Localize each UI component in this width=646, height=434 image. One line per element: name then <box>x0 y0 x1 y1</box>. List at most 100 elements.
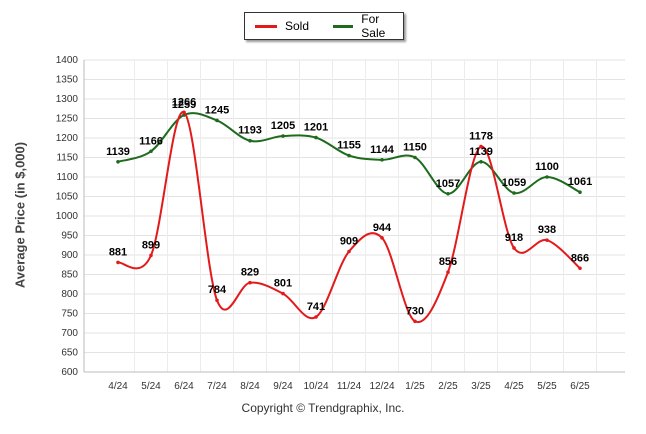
data-label-for-sale: 1155 <box>337 140 361 152</box>
copyright-footer: Copyright © Trendgraphix, Inc. <box>241 401 405 415</box>
data-point-for-sale <box>248 138 252 143</box>
data-point-for-sale <box>347 153 351 158</box>
data-point-for-sale <box>116 159 120 164</box>
legend-item-for-sale: For Sale <box>333 12 403 40</box>
y-tick-label: 1400 <box>56 55 79 66</box>
y-tick-label: 600 <box>61 367 78 378</box>
data-point-sold <box>149 253 153 258</box>
data-point-sold <box>545 238 549 242</box>
x-tick-label: 1/25 <box>405 381 425 392</box>
data-label-sold: 829 <box>241 267 259 279</box>
y-tick-label: 800 <box>61 289 78 300</box>
x-tick-label: 7/24 <box>207 381 227 392</box>
legend-label-for-sale: For Sale <box>361 12 386 40</box>
y-tick-label: 1200 <box>56 133 79 144</box>
data-label-sold: 881 <box>109 246 127 258</box>
data-point-for-sale <box>413 155 417 160</box>
x-tick-label: 9/24 <box>273 381 293 392</box>
data-label-for-sale: 1166 <box>139 135 163 147</box>
x-tick-label: 5/25 <box>537 381 557 392</box>
data-point-sold <box>281 291 285 296</box>
legend-swatch-for-sale <box>333 24 354 28</box>
y-tick-label: 1250 <box>56 114 79 125</box>
x-tick-label: 6/25 <box>570 381 590 392</box>
y-tick-label: 850 <box>61 270 78 281</box>
data-point-sold <box>248 280 252 285</box>
data-point-for-sale <box>578 190 582 195</box>
y-tick-label: 900 <box>61 250 78 261</box>
data-point-for-sale <box>149 149 153 154</box>
x-tick-label: 10/24 <box>303 381 328 392</box>
chart-legend: Sold For Sale <box>244 12 404 40</box>
data-point-sold <box>314 315 318 319</box>
y-tick-label: 700 <box>61 328 78 339</box>
data-point-sold <box>578 266 582 271</box>
y-tick-label: 950 <box>61 231 78 242</box>
x-tick-label: 12/24 <box>369 381 394 392</box>
data-point-for-sale <box>545 175 549 179</box>
data-label-for-sale: 1100 <box>535 161 559 173</box>
y-tick-label: 650 <box>61 348 78 359</box>
y-tick-label: 750 <box>61 309 78 320</box>
data-label-sold: 801 <box>274 278 292 290</box>
data-label-for-sale: 1150 <box>403 142 427 154</box>
data-label-for-sale: 1144 <box>370 144 395 156</box>
y-axis-label-wrap: Average Price (in $,000) <box>8 60 32 370</box>
data-label-sold: 856 <box>439 256 457 268</box>
data-point-for-sale <box>479 159 483 164</box>
data-label-for-sale: 1193 <box>238 125 262 137</box>
x-tick-label: 3/25 <box>471 381 491 392</box>
data-point-sold <box>215 298 219 303</box>
data-point-sold <box>413 319 417 324</box>
x-tick-label: 4/24 <box>108 381 128 392</box>
data-point-sold <box>446 270 450 274</box>
data-label-for-sale: 1139 <box>106 146 130 158</box>
y-axis-label: Average Price (in $,000) <box>12 141 28 289</box>
data-point-for-sale <box>380 158 384 162</box>
x-tick-label: 11/24 <box>337 381 362 392</box>
y-tick-label: 1350 <box>56 75 79 86</box>
y-tick-label: 1150 <box>56 153 78 164</box>
data-label-for-sale: 1259 <box>172 99 196 111</box>
data-point-sold <box>116 260 120 265</box>
data-label-sold: 866 <box>571 252 589 264</box>
data-label-sold: 944 <box>373 222 392 234</box>
data-point-sold <box>347 249 351 254</box>
x-tick-label: 5/24 <box>141 381 161 392</box>
data-label-for-sale: 1201 <box>304 122 328 134</box>
data-label-for-sale: 1057 <box>436 178 460 190</box>
x-tick-label: 6/24 <box>174 381 194 392</box>
data-point-for-sale <box>512 191 516 195</box>
legend-swatch-sold <box>255 24 277 28</box>
x-tick-label: 8/24 <box>240 381 260 392</box>
data-point-for-sale <box>314 135 318 140</box>
data-label-for-sale: 1139 <box>469 146 493 158</box>
y-tick-label: 1300 <box>56 94 79 105</box>
data-label-sold: 784 <box>208 284 227 296</box>
data-point-for-sale <box>446 191 450 196</box>
data-point-sold <box>380 236 384 240</box>
data-point-for-sale <box>215 118 219 123</box>
x-tick-label: 4/25 <box>504 381 524 392</box>
data-label-for-sale: 1205 <box>271 120 295 132</box>
data-label-sold: 909 <box>340 235 358 247</box>
legend-item-sold: Sold <box>255 19 309 33</box>
legend-label-sold: Sold <box>285 19 310 33</box>
series-line-sold <box>117 111 581 324</box>
data-point-sold <box>182 110 186 115</box>
data-label-sold: 730 <box>406 305 424 317</box>
data-point-sold <box>479 144 483 149</box>
data-label-sold: 1266 <box>172 96 196 108</box>
y-tick-label: 1000 <box>56 211 79 222</box>
data-label-sold: 918 <box>505 232 523 244</box>
data-label-sold: 899 <box>142 239 160 251</box>
y-tick-label: 1050 <box>56 192 79 203</box>
data-label-sold: 741 <box>307 301 325 313</box>
data-label-sold: 1178 <box>469 131 493 143</box>
x-tick-label: 2/25 <box>438 381 458 392</box>
data-label-sold: 938 <box>538 224 556 236</box>
data-label-for-sale: 1059 <box>502 177 526 189</box>
y-tick-label: 1100 <box>56 172 78 183</box>
data-point-for-sale <box>281 134 285 138</box>
